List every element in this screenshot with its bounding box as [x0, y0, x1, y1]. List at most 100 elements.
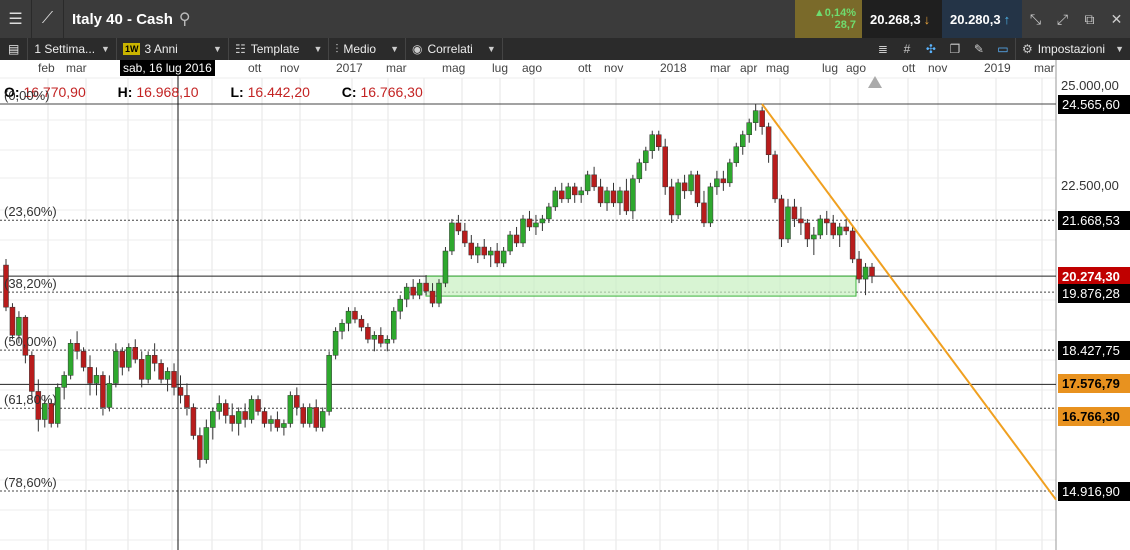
- template-icon: ☷: [234, 42, 246, 56]
- search-icon[interactable]: ⚲: [178, 11, 191, 28]
- template-dropdown[interactable]: ☷ Template ▼: [229, 38, 330, 60]
- price-change: ▲0,14% 28,7: [795, 0, 862, 38]
- candle-body-42: [274, 419, 281, 428]
- close-icon[interactable]: ✕: [1110, 10, 1123, 27]
- candle-body-33: [216, 403, 223, 412]
- candle-body-6: [42, 403, 48, 420]
- toolbar-menu-icon[interactable]: ▤: [0, 38, 29, 60]
- x-tick-label: ott: [902, 61, 916, 75]
- ohlc-readout: O: 16.770,90 H: 16.968,10 L: 16.442,20 C…: [4, 84, 451, 100]
- candle-body-89: [578, 190, 584, 196]
- candle-body-109: [707, 186, 714, 224]
- price-chart[interactable]: feb mar ott nov 2017 mar mag lug ago ott nov 2018 ma…: [0, 60, 1130, 550]
- candle-body-73: [475, 246, 481, 256]
- y-tick-25000: 25.000,00: [1061, 78, 1119, 93]
- label-icon[interactable]: ▭: [997, 42, 1009, 56]
- candle-body-84: [546, 206, 552, 220]
- ohlc-open: O: 16.770,90: [4, 84, 86, 100]
- chevron-down-icon: ▼: [213, 44, 222, 54]
- candle-body-24: [158, 363, 164, 380]
- candle-body-122: [791, 206, 798, 220]
- candle-body-106: [688, 174, 694, 192]
- x-tick-label: ago: [846, 61, 867, 75]
- candle-body-28: [184, 395, 190, 408]
- candle-body-75: [487, 250, 494, 256]
- x-tick-label: 2018: [660, 61, 687, 75]
- popout-icon[interactable]: ⧉: [1084, 10, 1095, 27]
- candle-body-130: [843, 226, 849, 232]
- candle-body-104: [675, 182, 681, 216]
- buy-price-button[interactable]: 20.280,3 ↑: [942, 0, 1022, 38]
- candle-body-43: [281, 423, 287, 428]
- marker-box-1: 17.576,79: [1058, 374, 1130, 393]
- candle-body-125: [811, 234, 817, 240]
- candle-body-134: [869, 266, 875, 277]
- candle-body-124: [804, 222, 811, 240]
- fib-label: (61,80%): [4, 392, 57, 408]
- support-zone: [425, 275, 857, 297]
- candle-body-100: [649, 134, 656, 152]
- candle-body-66: [429, 290, 436, 304]
- candle-body-101: [655, 134, 662, 147]
- candle-body-83: [539, 218, 546, 224]
- range-dropdown[interactable]: 1W 3 Anni ▼: [117, 38, 229, 60]
- fullscreen-icon[interactable]: ⤢: [1056, 10, 1069, 27]
- settings-dropdown[interactable]: ⚙ Impostazioni ▼: [1014, 38, 1130, 60]
- grid-icon[interactable]: #: [903, 42, 911, 56]
- candle-body-126: [817, 218, 824, 236]
- candle-body-38: [248, 399, 255, 420]
- candle-body-50: [326, 355, 332, 412]
- timeframe-badge: 1W: [122, 43, 141, 55]
- candle-body-90: [584, 174, 591, 192]
- candle-body-5: [35, 391, 42, 420]
- indicator-dropdown[interactable]: ⫶ Medio ▼: [329, 38, 406, 60]
- candle-body-52: [339, 322, 345, 332]
- crosshair-icon[interactable]: ✣: [925, 42, 936, 56]
- resize-icon[interactable]: ⤡: [1029, 10, 1042, 27]
- x-tick-label: 2017: [336, 61, 363, 75]
- candle-body-82: [533, 222, 539, 228]
- menu-icon[interactable]: ☰: [0, 0, 32, 38]
- candle-body-74: [481, 246, 487, 256]
- draw-tool-icon[interactable]: ✎: [973, 42, 984, 56]
- candle-body-65: [423, 282, 429, 292]
- candle-body-128: [830, 222, 836, 236]
- scroll-marker-icon[interactable]: [868, 76, 882, 88]
- candle-body-131: [849, 230, 856, 260]
- correlated-dropdown[interactable]: ◉ Correlati ▼: [406, 38, 503, 60]
- timeframe-dropdown[interactable]: 1 Settima... ▼: [28, 38, 117, 60]
- ohlc-high: H: 16.968,10: [117, 84, 199, 100]
- candle-body-17: [113, 351, 119, 384]
- candle-body-121: [785, 206, 791, 240]
- title-bar: ☰ ⟋ Italy 40 - Cash ⚲ ▲0,14% 28,7 20.268…: [0, 0, 1130, 38]
- arrow-down-icon: ↓: [923, 11, 931, 27]
- trendline: [761, 103, 1057, 501]
- candle-body-14: [93, 375, 100, 384]
- x-tick-label: feb: [38, 61, 55, 75]
- candle-body-51: [332, 330, 339, 356]
- candle-body-35: [229, 415, 235, 424]
- candle-body-16: [106, 383, 113, 408]
- sell-price: 20.268,3: [870, 11, 921, 27]
- candle-body-44: [287, 395, 294, 424]
- chart-canvas[interactable]: [0, 60, 1130, 550]
- sell-price-button[interactable]: 20.268,3 ↓: [862, 0, 942, 38]
- candle-body-46: [300, 407, 307, 424]
- candle-body-107: [694, 174, 701, 204]
- candle-body-53: [345, 310, 352, 324]
- level-box-1: 21.668,53: [1058, 211, 1130, 230]
- candle-body-37: [242, 411, 248, 420]
- candle-body-91: [591, 174, 597, 188]
- chart-type-icon[interactable]: ⟋: [32, 0, 64, 38]
- candle-body-32: [210, 411, 216, 428]
- gear-icon: ⚙: [1021, 42, 1033, 56]
- candle-body-11: [74, 343, 80, 352]
- list-icon[interactable]: ≣: [877, 42, 888, 56]
- candle-body-40: [261, 411, 268, 424]
- instrument-name[interactable]: Italy 40 - Cash: [72, 10, 173, 28]
- candle-body-96: [623, 190, 630, 212]
- layers-icon[interactable]: ❐: [949, 42, 961, 56]
- candle-body-2: [16, 316, 22, 336]
- candle-body-79: [513, 234, 520, 244]
- x-tick-label: ago: [522, 61, 543, 75]
